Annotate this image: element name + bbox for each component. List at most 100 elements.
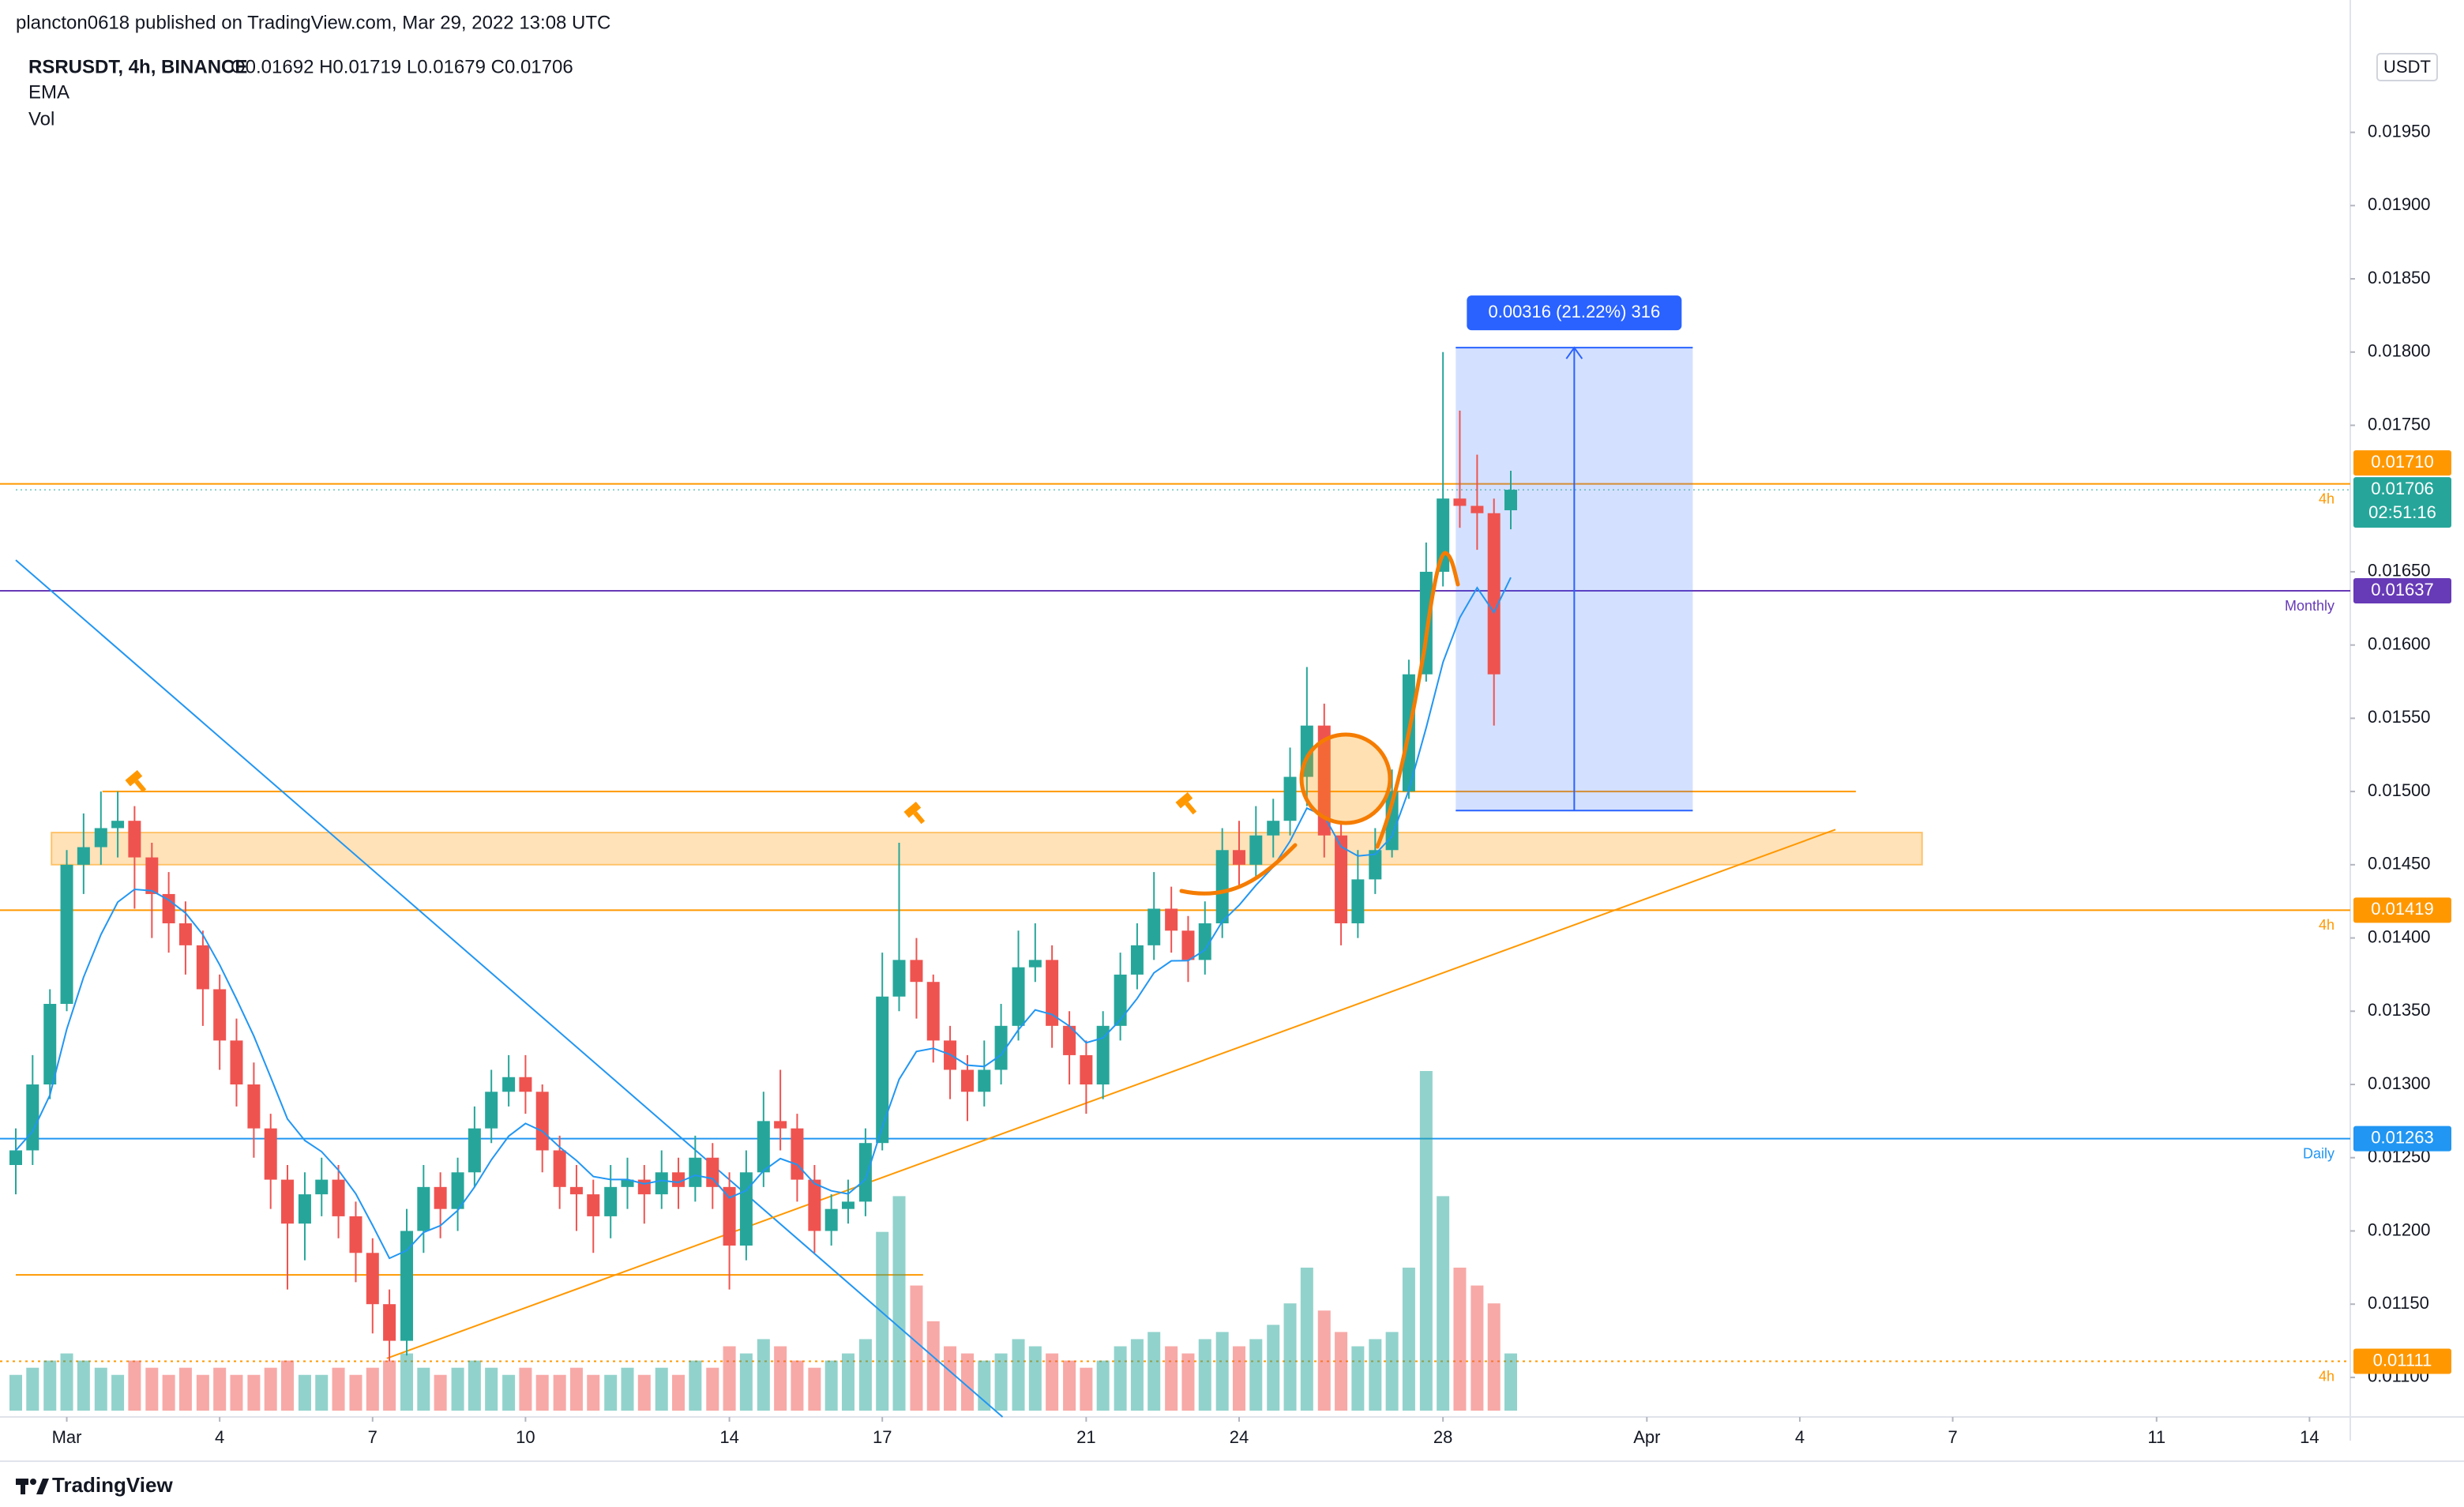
candle-body <box>1351 879 1365 924</box>
hammer-icon <box>903 801 926 825</box>
candle-body <box>791 1128 804 1180</box>
x-tick-label: 7 <box>1948 1427 1957 1447</box>
volume-bar <box>1453 1267 1467 1411</box>
hand-curve <box>1375 551 1460 849</box>
y-tick-label: 0.01450 <box>2368 854 2431 874</box>
level-tag: 4h <box>2319 917 2334 933</box>
volume-bar <box>264 1367 277 1411</box>
x-tick-label: 4 <box>215 1427 224 1447</box>
y-tick-label: 0.01950 <box>2368 121 2431 141</box>
candle-body <box>264 1128 277 1180</box>
candle-body <box>824 1208 838 1231</box>
volume-bar <box>535 1374 549 1411</box>
candle-body <box>26 1084 39 1151</box>
candle-body <box>332 1179 345 1216</box>
last-price: 0.01706 <box>2371 479 2434 498</box>
volume-bar <box>1063 1360 1076 1411</box>
candle-body <box>604 1186 618 1216</box>
level-tag: 4h <box>2319 490 2334 506</box>
volume-bar <box>230 1374 243 1411</box>
volume-bar <box>247 1374 261 1411</box>
volume-bar <box>960 1353 974 1411</box>
volume-bar <box>824 1360 838 1411</box>
x-tick-label: 17 <box>873 1427 892 1447</box>
y-tick-label: 0.01550 <box>2368 707 2431 727</box>
level-price-box <box>2353 450 2451 476</box>
candle-body <box>1385 791 1399 851</box>
candle-body <box>1335 835 1348 924</box>
countdown: 02:51:16 <box>2368 502 2436 522</box>
indicator-name: Vol <box>28 108 54 130</box>
y-tick-label: 0.01200 <box>2368 1220 2431 1239</box>
volume-bar <box>569 1367 583 1411</box>
candle-body <box>569 1186 583 1195</box>
candle-body <box>1063 1025 1076 1055</box>
volume-bar <box>94 1367 107 1411</box>
measure-label-box <box>1467 295 1682 331</box>
volume-bar <box>1385 1332 1399 1411</box>
volume-bar <box>944 1346 957 1411</box>
currency: USDT <box>2383 57 2431 77</box>
volume-bar <box>672 1374 685 1411</box>
candle-body <box>434 1186 447 1209</box>
candle-body <box>926 982 940 1041</box>
hand-drawings <box>125 551 1460 896</box>
volume-bar <box>1300 1267 1313 1411</box>
footer-logo <box>16 1479 49 1494</box>
zone <box>51 832 1923 866</box>
candle-body <box>723 1186 736 1246</box>
volume-bar <box>1147 1332 1161 1411</box>
level-price: 0.01419 <box>2371 899 2434 919</box>
x-tick-label: 14 <box>2300 1427 2319 1447</box>
candle-body <box>553 1150 566 1187</box>
volume-bar <box>1487 1303 1501 1411</box>
candle-body <box>841 1201 855 1209</box>
x-tick-label: 21 <box>1076 1427 1095 1447</box>
candle-body <box>757 1121 770 1173</box>
candle-body <box>1369 850 1382 880</box>
volume-bar <box>1028 1346 1042 1411</box>
volume-bar <box>1232 1346 1245 1411</box>
candle-body <box>910 960 923 983</box>
candle-body <box>858 1143 872 1202</box>
candle-body <box>1453 498 1467 506</box>
volume-bar <box>1012 1339 1025 1411</box>
candle-body <box>417 1186 430 1231</box>
candle-body <box>1267 821 1280 836</box>
candle-body <box>145 857 159 894</box>
volume-bar <box>451 1367 464 1411</box>
x-tick-label: 28 <box>1433 1427 1452 1447</box>
volume-bar <box>1165 1346 1178 1411</box>
volume-bar <box>349 1374 362 1411</box>
candle-body <box>1181 930 1195 960</box>
volume-bar <box>1080 1367 1093 1411</box>
y-tick-label: 0.01850 <box>2368 268 2431 287</box>
volume-bar <box>298 1374 311 1411</box>
candle-body <box>349 1216 362 1253</box>
volume-bar <box>723 1346 736 1411</box>
candle-body <box>535 1092 549 1151</box>
volume-bar <box>128 1360 141 1411</box>
level-price: 0.01637 <box>2371 580 2434 599</box>
candle-body <box>1165 908 1178 931</box>
volume-bar <box>196 1374 209 1411</box>
volume-bar <box>77 1360 90 1411</box>
volume-bar <box>332 1367 345 1411</box>
volume-bar <box>689 1360 702 1411</box>
candle-body <box>94 828 107 847</box>
candle-body <box>1114 974 1127 1026</box>
candle-body <box>9 1150 22 1166</box>
volume-bar <box>434 1374 447 1411</box>
candle-body <box>1028 960 1042 968</box>
candle-body <box>366 1253 379 1305</box>
level-price: 0.01263 <box>2371 1127 2434 1147</box>
measure-arrowhead <box>1565 346 1583 359</box>
volume-bar <box>213 1367 227 1411</box>
candle-body <box>739 1172 753 1246</box>
trendline <box>15 559 1004 1418</box>
volume-bar <box>1215 1332 1229 1411</box>
volume-bar <box>145 1367 159 1411</box>
volume-bar <box>808 1367 821 1411</box>
y-tick-label: 0.01650 <box>2368 561 2431 581</box>
